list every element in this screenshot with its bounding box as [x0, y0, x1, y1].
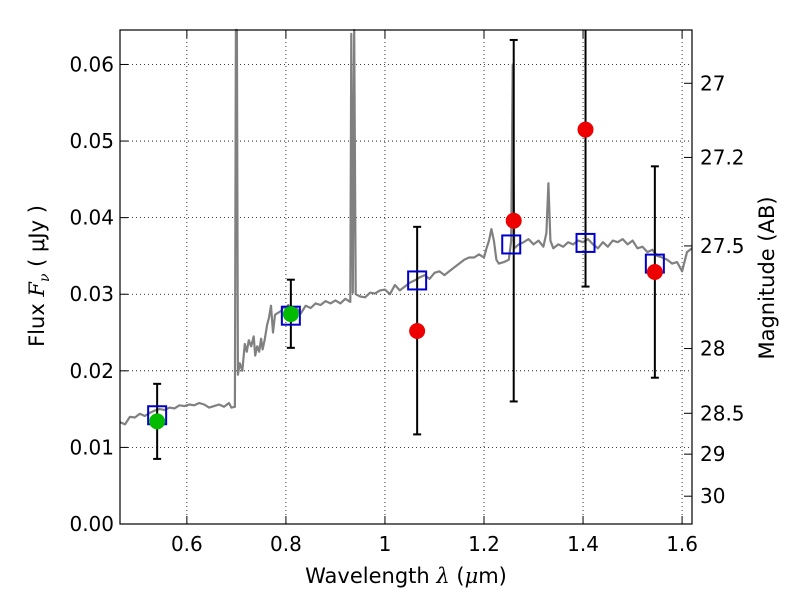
tick-label-layer: 0.6 0.8 1 1.2 1.4 1.6 0.00 0.01 0.02 0.03 0.04 0.05…: [69, 52, 744, 556]
y2-tick-label: 27: [700, 71, 725, 95]
spectrum-line: [119, 28, 693, 426]
y2-tick-label: 30: [700, 484, 725, 508]
x-tick-label: 1.4: [567, 532, 599, 556]
y-tick-label: 0.00: [69, 512, 114, 536]
grid-layer: [120, 30, 692, 524]
model-box-marker: [501, 234, 522, 255]
x-tick-label: 1: [379, 532, 392, 556]
plot-frame: [119, 29, 693, 525]
observed-nir-marker: [577, 121, 594, 138]
y2-axis-label: Magnitude (AB): [755, 196, 779, 359]
y2-tick-label: 27.5: [700, 234, 745, 258]
y-tick-label: 0.01: [69, 435, 114, 459]
y-tick-label: 0.03: [69, 282, 114, 306]
observed-nir-marker: [646, 264, 663, 281]
y2-tick-label: 28.5: [700, 401, 745, 425]
observed-nir-marker: [409, 322, 426, 339]
y-tick-label: 0.02: [69, 359, 114, 383]
x-axis-label: Wavelength λ (μm): [305, 564, 507, 588]
model-box-marker: [575, 232, 596, 253]
y-tick-label: 0.06: [69, 52, 114, 76]
observed-nir-marker: [505, 212, 522, 229]
y2-tick-label: 29: [700, 442, 725, 466]
spectrum-layer: [119, 28, 693, 426]
y2-tick-label: 27.2: [700, 145, 745, 169]
y-tick-label: 0.05: [69, 129, 114, 153]
x-tick-label: 1.2: [468, 532, 500, 556]
x-tick-label: 1.6: [666, 532, 698, 556]
observed-detections-marker: [149, 413, 166, 430]
model-box-marker: [407, 270, 428, 291]
y2-tick-label: 28: [700, 337, 725, 361]
y-axis-label: Flux Fν ( μJy ): [25, 205, 53, 347]
x-tick-label: 0.6: [171, 532, 203, 556]
y-tick-label: 0.04: [69, 206, 114, 230]
observed-detections-marker: [282, 306, 299, 323]
x-tick-label: 0.8: [270, 532, 302, 556]
observed-point-layer: [149, 121, 663, 430]
tick-layer: [120, 30, 692, 525]
